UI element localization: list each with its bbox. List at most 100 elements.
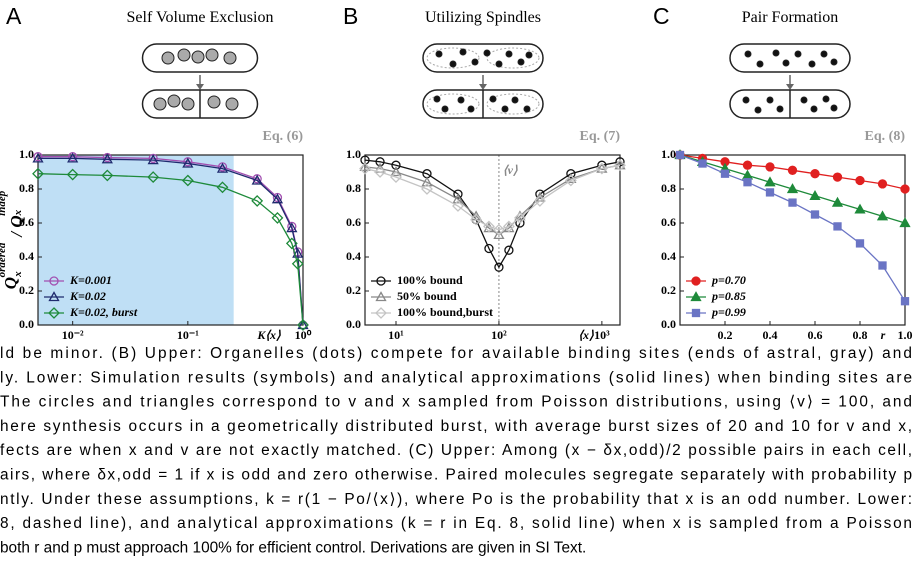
caption-line: airs, where δx,odd = 1 if x is odd and z… — [0, 467, 912, 484]
marker — [504, 245, 514, 255]
marker — [181, 174, 194, 187]
marker — [786, 183, 799, 194]
marker — [493, 223, 505, 236]
marker — [375, 157, 385, 167]
marker — [147, 171, 160, 184]
organelle — [153, 97, 167, 111]
organelle — [766, 96, 774, 104]
marker — [900, 184, 910, 194]
marker — [788, 198, 797, 207]
marker — [833, 222, 842, 231]
cell-diagram — [422, 43, 544, 73]
series: p=0.70 — [675, 150, 910, 287]
y-tick-label: 0.0 — [661, 317, 676, 331]
organelle — [744, 50, 752, 58]
x-axis-label: K⟨x⟩ — [256, 328, 281, 342]
y-tick-label: 0.4 — [19, 249, 34, 263]
plot-frame — [364, 154, 621, 326]
marker — [810, 210, 820, 219]
organelle — [830, 58, 838, 66]
organelle — [830, 104, 838, 112]
organelle — [810, 105, 818, 113]
marker — [390, 166, 402, 177]
x-tick-label: 10¹ — [388, 328, 404, 342]
organelle — [433, 95, 441, 103]
marker — [810, 169, 820, 179]
marker — [595, 162, 608, 175]
arrow-head — [786, 84, 794, 90]
marker — [66, 168, 79, 181]
marker — [216, 181, 229, 194]
marker — [291, 257, 304, 270]
marker — [470, 213, 483, 226]
marker — [182, 157, 194, 168]
marker — [566, 169, 576, 179]
marker — [271, 211, 284, 224]
marker — [764, 176, 776, 187]
marker — [720, 169, 730, 178]
legend-label: p=0.99 — [711, 305, 746, 319]
marker — [421, 176, 433, 187]
organelle — [471, 58, 479, 66]
cell-diagram — [729, 43, 851, 73]
marker — [614, 159, 626, 172]
y-tick-label: 0.0 — [19, 317, 34, 331]
y-tick-label: 0.6 — [661, 215, 676, 229]
series: 100% bound,burst — [359, 159, 626, 319]
marker — [854, 203, 866, 214]
organelle — [754, 106, 762, 114]
marker — [564, 174, 577, 187]
cell-diagram — [729, 89, 851, 119]
series-line — [364, 164, 621, 231]
marker — [614, 159, 626, 170]
marker — [675, 150, 685, 160]
organelle — [505, 50, 513, 58]
caption-line: 8, dashed line), and analytical approxim… — [0, 515, 912, 532]
marker — [787, 165, 798, 175]
organelle — [483, 49, 491, 57]
organelle — [525, 51, 533, 59]
equation-label: Eq. (6) — [263, 129, 304, 144]
organelle — [495, 60, 503, 68]
marker — [101, 169, 114, 182]
caption-line: ntly. Under these assumptions, k = r(1 −… — [0, 491, 912, 508]
legend-marker — [690, 291, 702, 302]
legend-marker — [49, 276, 59, 286]
marker — [698, 159, 707, 168]
panel-title: Self Volume Exclusion — [127, 9, 274, 26]
organelle — [435, 50, 443, 58]
legend-label: K=0.02, burst — [69, 305, 138, 319]
legend-label: K=0.02 — [69, 289, 106, 303]
y-tick-label: 0.6 — [346, 215, 361, 229]
organelle — [742, 96, 750, 104]
marker — [878, 261, 887, 270]
cell-diagram — [422, 89, 544, 119]
legend-label: K=0.001 — [69, 273, 112, 287]
organelle — [756, 60, 764, 68]
caption-line: ld be minor. (B) Upper: Organelles (dots… — [0, 345, 912, 362]
marker — [147, 154, 159, 165]
x-axis-label: r — [881, 328, 886, 342]
marker — [452, 193, 464, 204]
y-tick-label: 0.0 — [346, 317, 361, 331]
marker — [765, 188, 775, 197]
y-tick-label: 0.4 — [346, 249, 361, 263]
x-tick-label: 10⁰ — [295, 328, 312, 342]
marker — [900, 297, 910, 306]
organelle — [167, 94, 181, 108]
marker — [251, 194, 264, 207]
plot-frame — [679, 154, 906, 326]
legend-label: p=0.70 — [711, 273, 746, 287]
legend-label: 100% bound,burst — [397, 305, 493, 319]
marker — [374, 166, 386, 178]
marker — [483, 220, 495, 233]
marker — [742, 160, 753, 170]
cell-diagram — [141, 89, 259, 119]
marker — [809, 189, 821, 200]
legend-label: 100% bound — [397, 273, 463, 287]
marker — [391, 160, 401, 170]
label-part: ordered — [0, 242, 8, 277]
label-part: Q — [1, 277, 20, 289]
organelle — [511, 96, 519, 104]
